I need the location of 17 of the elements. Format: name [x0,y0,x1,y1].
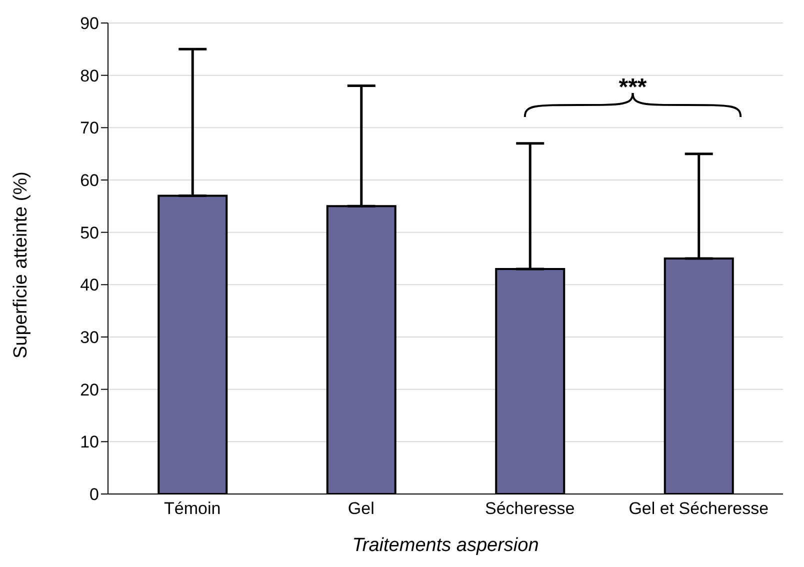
y-tick-label: 50 [80,223,99,242]
x-tick-label: Témoin [164,499,221,518]
x-tick-label: Gel et Sécheresse [628,499,769,518]
y-tick-label: 10 [80,432,99,452]
y-tick-label: 90 [80,14,99,34]
y-tick-label: 0 [90,485,99,504]
x-tick-label: Gel [348,499,374,518]
y-tick-label: 80 [80,66,99,86]
x-tick-label: Sécheresse [484,499,575,518]
y-tick-label: 70 [80,118,99,138]
y-tick-label: 40 [80,276,99,295]
y-tick-label: 20 [80,380,99,400]
x-axis-title: Traitements aspersion [352,535,539,556]
annotation: *** [618,74,648,101]
y-tick-label: 30 [80,328,99,348]
y-tick-label: 60 [80,171,99,190]
y-axis-title: Superficie atteinte (%) [10,172,32,358]
